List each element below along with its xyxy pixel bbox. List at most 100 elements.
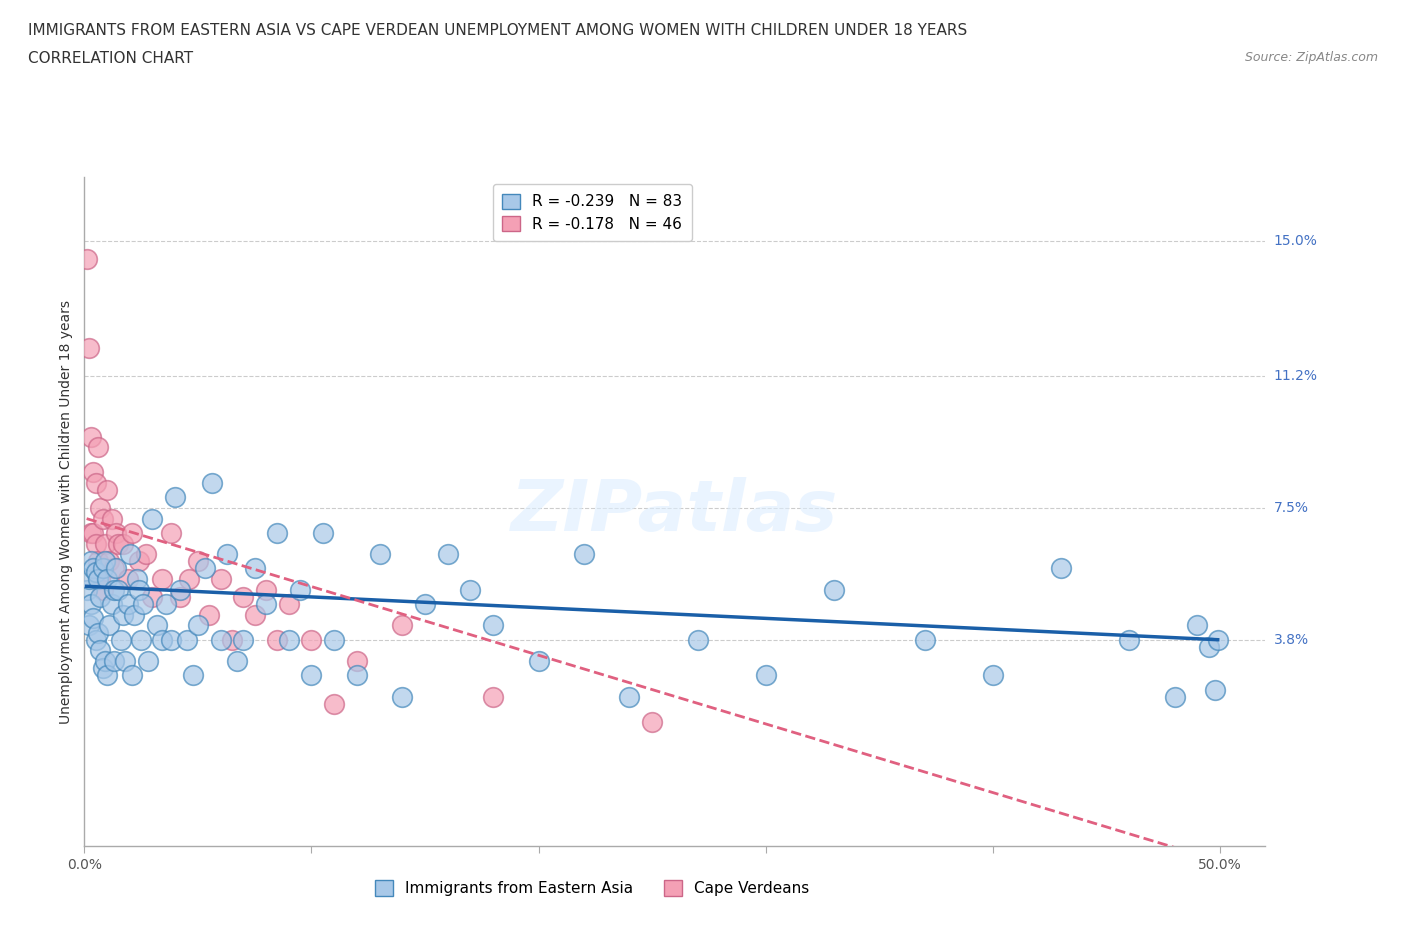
Point — [165, 490, 187, 505]
Point — [176, 632, 198, 647]
Point — [169, 590, 191, 604]
Point — [277, 597, 299, 612]
Point — [155, 597, 177, 612]
Text: 11.2%: 11.2% — [1274, 369, 1317, 383]
Point — [1118, 632, 1140, 647]
Point — [80, 597, 103, 612]
Point — [755, 668, 778, 683]
Point — [368, 547, 391, 562]
Point — [323, 632, 346, 647]
Point — [87, 440, 110, 455]
Point — [96, 668, 118, 683]
Point — [82, 561, 104, 576]
Point — [914, 632, 936, 647]
Point — [84, 475, 107, 490]
Point — [200, 475, 222, 490]
Point — [183, 668, 205, 683]
Point — [82, 465, 104, 480]
Point — [100, 597, 122, 612]
Point — [82, 525, 104, 540]
Point — [77, 340, 100, 355]
Point — [221, 632, 243, 647]
Point — [1206, 632, 1229, 647]
Point — [981, 668, 1004, 683]
Point — [105, 525, 128, 540]
Point — [87, 572, 110, 587]
Point — [391, 618, 413, 633]
Point — [159, 632, 181, 647]
Point — [80, 554, 103, 569]
Point — [76, 251, 98, 266]
Point — [111, 536, 134, 551]
Text: IMMIGRANTS FROM EASTERN ASIA VS CAPE VERDEAN UNEMPLOYMENT AMONG WOMEN WITH CHILD: IMMIGRANTS FROM EASTERN ASIA VS CAPE VER… — [28, 23, 967, 38]
Point — [105, 561, 128, 576]
Point — [100, 512, 122, 526]
Point — [82, 611, 104, 626]
Point — [159, 525, 181, 540]
Point — [77, 572, 100, 587]
Point — [107, 536, 129, 551]
Point — [225, 654, 247, 669]
Point — [94, 536, 117, 551]
Point — [169, 582, 191, 597]
Text: Source: ZipAtlas.com: Source: ZipAtlas.com — [1244, 51, 1378, 64]
Point — [80, 430, 103, 445]
Point — [89, 643, 111, 658]
Text: ZIPatlas: ZIPatlas — [512, 477, 838, 546]
Point — [77, 618, 100, 633]
Point — [1198, 640, 1220, 655]
Point — [177, 572, 200, 587]
Point — [89, 590, 111, 604]
Point — [91, 661, 114, 676]
Point — [527, 654, 550, 669]
Point — [323, 697, 346, 711]
Point — [103, 582, 125, 597]
Point — [117, 597, 139, 612]
Point — [619, 689, 641, 704]
Point — [98, 554, 121, 569]
Point — [254, 597, 277, 612]
Text: 3.8%: 3.8% — [1274, 632, 1309, 646]
Point — [124, 607, 146, 622]
Point — [198, 607, 221, 622]
Point — [413, 597, 436, 612]
Point — [277, 632, 299, 647]
Point — [111, 607, 134, 622]
Point — [482, 689, 505, 704]
Point — [128, 554, 150, 569]
Text: 7.5%: 7.5% — [1274, 501, 1309, 515]
Point — [460, 582, 482, 597]
Point — [217, 547, 239, 562]
Point — [301, 668, 323, 683]
Point — [98, 618, 121, 633]
Point — [187, 554, 209, 569]
Point — [132, 597, 155, 612]
Point — [125, 572, 148, 587]
Point — [1050, 561, 1073, 576]
Point — [89, 500, 111, 515]
Point — [135, 547, 157, 562]
Point — [254, 582, 277, 597]
Point — [243, 561, 266, 576]
Point — [187, 618, 209, 633]
Point — [482, 618, 505, 633]
Point — [686, 632, 709, 647]
Point — [129, 632, 152, 647]
Point — [118, 547, 141, 562]
Point — [266, 632, 288, 647]
Point — [572, 547, 595, 562]
Point — [243, 607, 266, 622]
Point — [94, 654, 117, 669]
Point — [80, 525, 103, 540]
Text: 15.0%: 15.0% — [1274, 233, 1317, 247]
Point — [209, 632, 232, 647]
Point — [91, 512, 114, 526]
Point — [89, 572, 111, 587]
Point — [141, 590, 163, 604]
Point — [1187, 618, 1209, 633]
Point — [87, 625, 110, 640]
Point — [121, 525, 143, 540]
Point — [232, 632, 254, 647]
Point — [103, 561, 125, 576]
Point — [141, 512, 163, 526]
